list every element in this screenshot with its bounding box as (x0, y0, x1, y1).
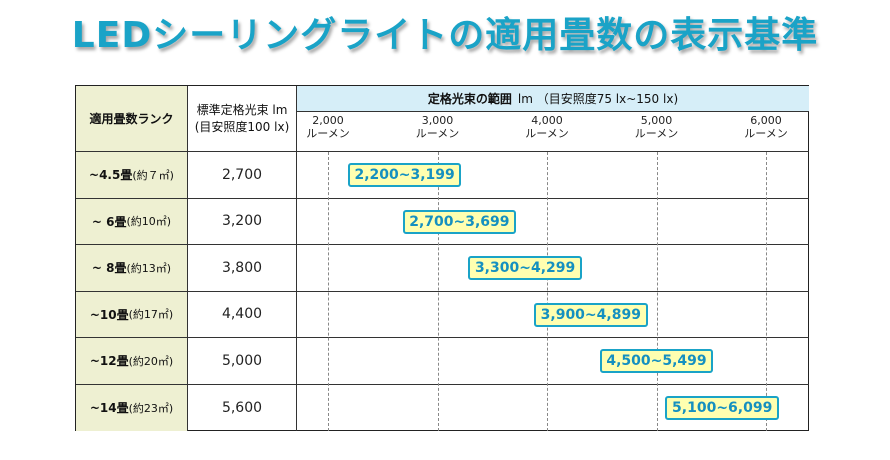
row-standard-lumen: 5,600 (188, 384, 297, 431)
row-rank-tatami: ~4.5畳 (89, 168, 133, 183)
row-standard-lumen: 3,800 (188, 245, 297, 292)
row-range-cell (297, 152, 809, 199)
standard-lumen-column-header: 標準定格光束 lm (目安照度100 lx) (188, 86, 297, 152)
tick-label: 3,000 ルーメン (408, 114, 468, 140)
row-rank-area: (約13㎡) (126, 261, 172, 275)
standard-lumen-header-line1: 標準定格光束 lm (196, 102, 288, 117)
row-rank-cell: ~4.5畳 (約７㎡) (76, 152, 188, 199)
row-rank-cell: ~14畳 (約23㎡) (76, 384, 188, 431)
row-range-cell (297, 292, 809, 338)
page-title: LEDシーリングライトの適用畳数の表示基準 (71, 15, 819, 56)
row-rank-tatami: ~14畳 (89, 401, 129, 416)
row-standard-lumen: 2,700 (188, 152, 297, 199)
lumen-range-table: 適用畳数ランク 標準定格光束 lm (目安照度100 lx) 定格光束の範囲 l… (75, 85, 809, 431)
rank-column-header: 適用畳数ランク (76, 86, 188, 152)
lumen-axis: 2,000 ルーメン 3,000 ルーメン 4,000 ルーメン 5,000 ルーメン 6,00… (297, 112, 809, 152)
row-rank-tatami: ~10畳 (89, 307, 129, 322)
tick-unit: ルーメン (525, 127, 569, 140)
row-range-cell (297, 338, 809, 385)
row-rank-tatami: ~12畳 (89, 354, 129, 369)
tick-unit: ルーメン (744, 127, 788, 140)
tick-unit: ルーメン (415, 127, 460, 140)
standard-lumen-header-line2: (目安照度100 lx) (194, 119, 290, 134)
row-range-cell (297, 245, 809, 292)
range-column-header: 定格光束の範囲 lm （目安照度75 lx~150 lx) (297, 86, 809, 112)
row-rank-area: (約10㎡) (126, 215, 172, 229)
range-badge: 5,100~6,099 (665, 395, 779, 420)
tick-unit: ルーメン (634, 127, 679, 140)
row-rank-cell: ~ 6畳 (約10㎡) (76, 198, 188, 245)
tick-label: 6,000 ルーメン (736, 114, 796, 140)
row-standard-lumen: 5,000 (188, 338, 297, 385)
row-rank-area: (約23㎡) (128, 401, 174, 415)
range-badge: 2,700~3,699 (402, 209, 517, 234)
row-rank-tatami: ~ 8畳 (91, 261, 127, 276)
row-rank-tatami: ~ 6畳 (91, 214, 127, 229)
range-badge: 3,300~4,299 (468, 256, 582, 281)
range-header-title: 定格光束の範囲 (427, 92, 512, 106)
tick-value: 3,000 (421, 114, 454, 127)
tick-label: 4,000 ルーメン (517, 114, 577, 140)
tick-unit: ルーメン (306, 127, 350, 140)
row-rank-area: (約７㎡) (132, 168, 174, 182)
row-standard-lumen: 4,400 (188, 291, 297, 338)
tick-label: 5,000 ルーメン (627, 114, 687, 140)
gridline (437, 152, 439, 431)
row-rank-area: (約17㎡) (128, 308, 174, 322)
gridline (547, 152, 548, 431)
gridline (656, 152, 658, 431)
tick-value: 5,000 (640, 114, 673, 127)
row-rank-area: (約20㎡) (128, 354, 174, 368)
row-rank-cell: ~ 8畳 (約13㎡) (76, 245, 188, 292)
range-badge: 2,200~3,199 (347, 163, 462, 188)
row-range-cell (297, 199, 809, 245)
row-rank-cell: ~12畳 (約20㎡) (76, 338, 188, 385)
row-standard-lumen: 3,200 (188, 198, 297, 245)
gridline (328, 152, 329, 431)
tick-label: 2,000 ルーメン (298, 114, 358, 140)
tick-value: 4,000 (531, 114, 563, 127)
row-rank-cell: ~10畳 (約17㎡) (76, 291, 188, 338)
gridline (766, 152, 767, 431)
range-badge: 3,900~4,899 (534, 302, 648, 327)
tick-value: 2,000 (312, 114, 344, 127)
tick-value: 6,000 (750, 114, 782, 127)
range-badge: 4,500~5,499 (599, 349, 714, 374)
range-header-unit: lm （目安照度75 lx~150 lx) (517, 92, 679, 106)
